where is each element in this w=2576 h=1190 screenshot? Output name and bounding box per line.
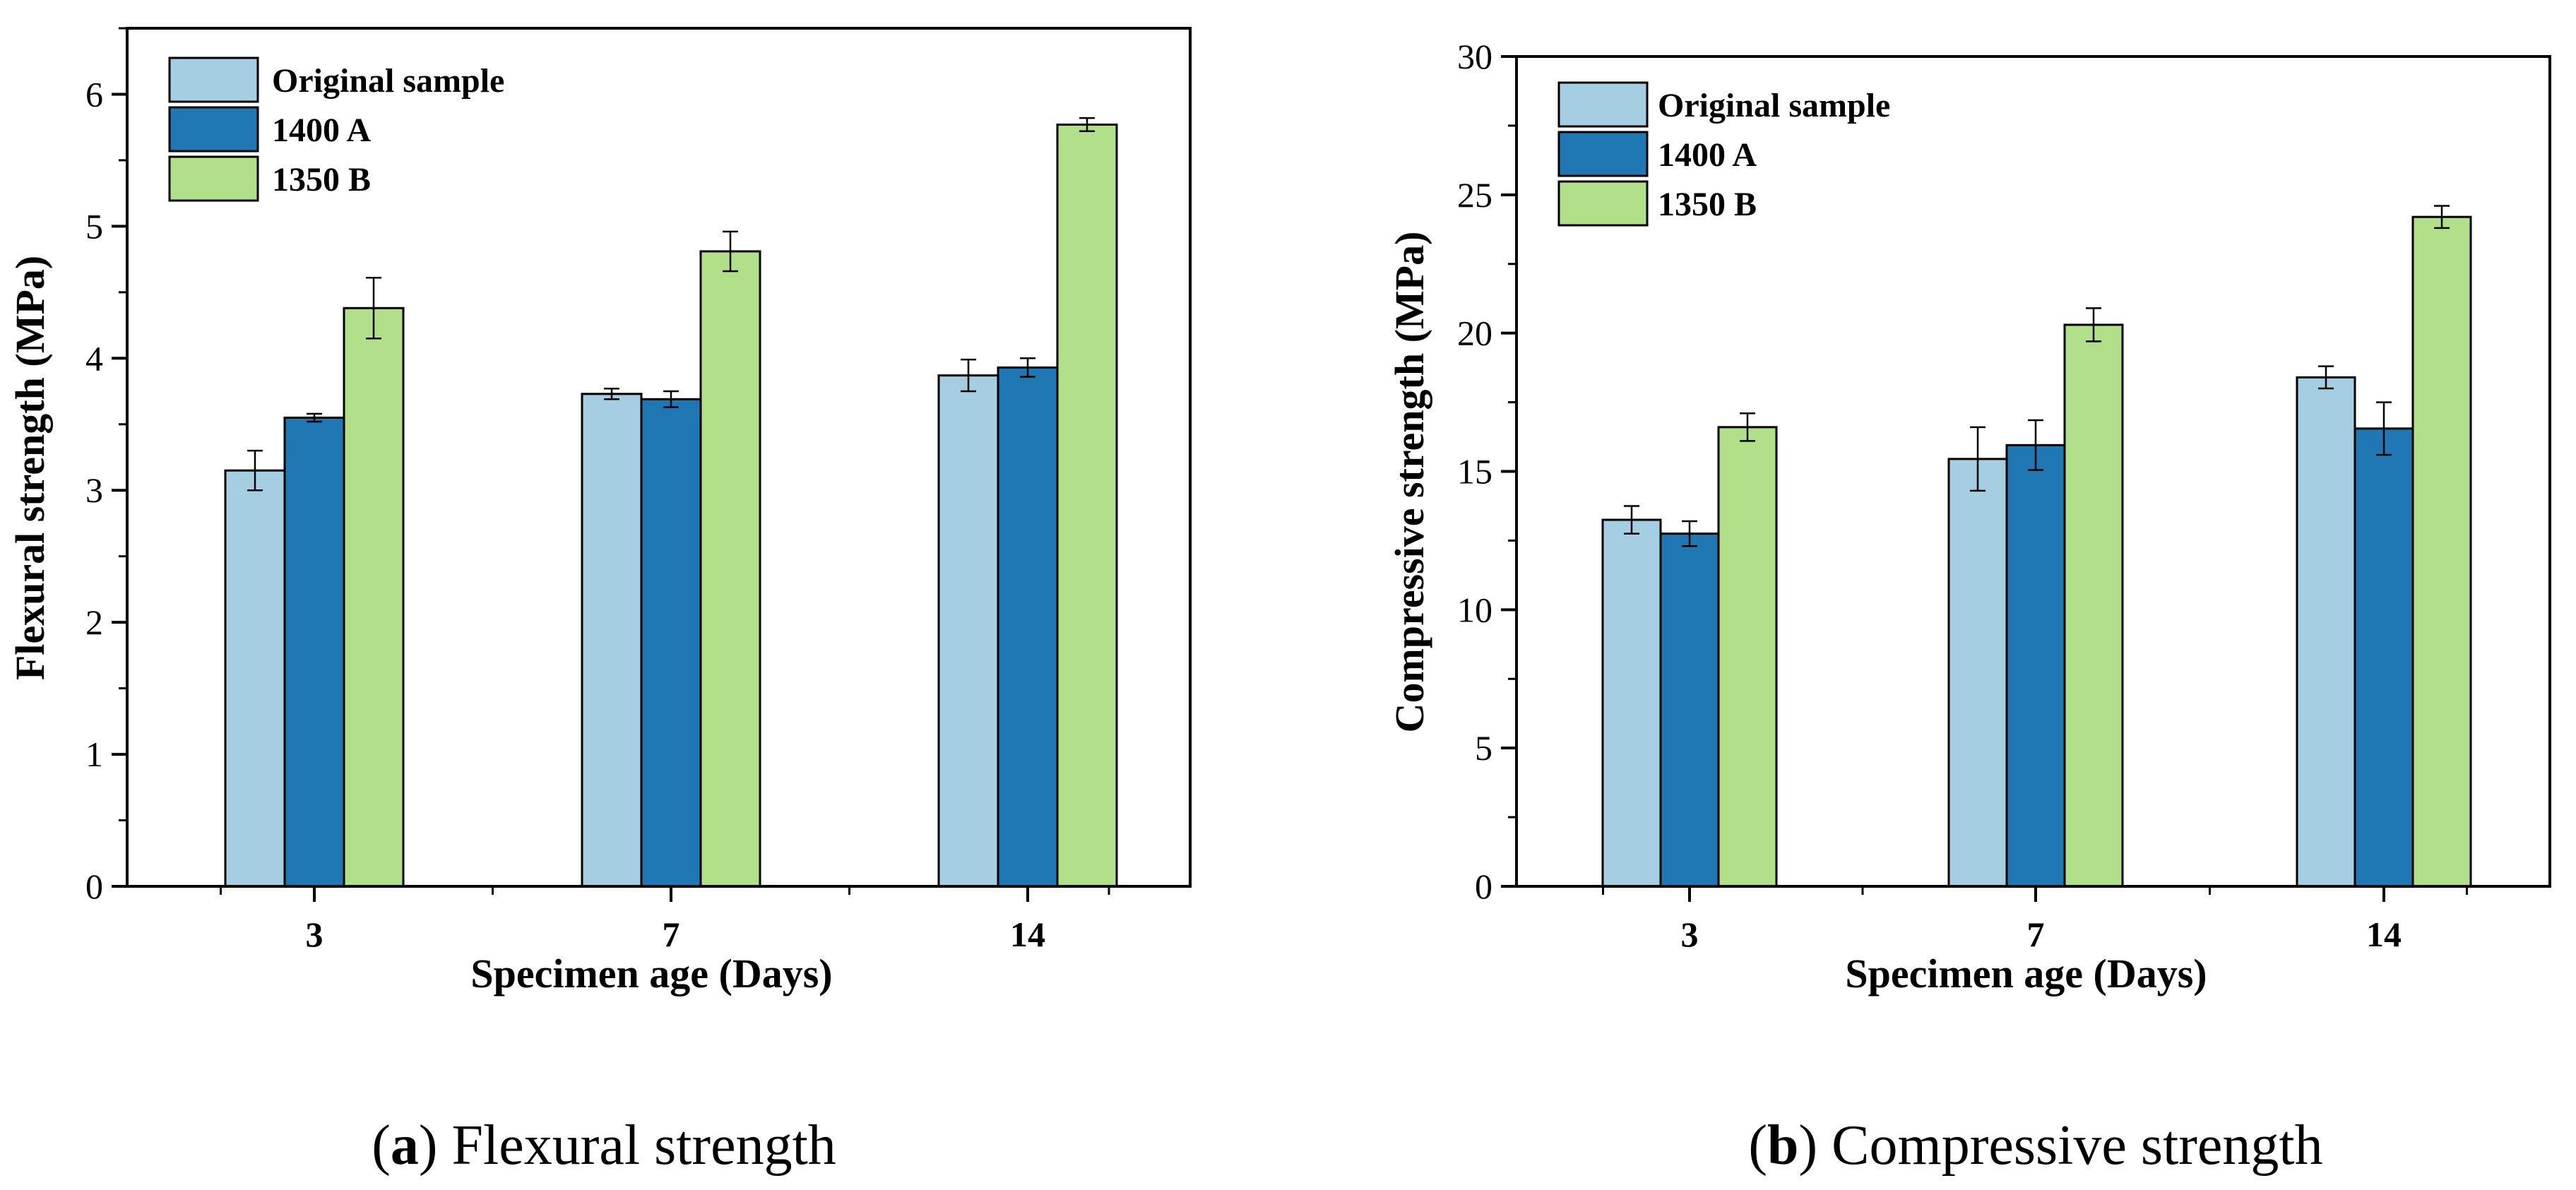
error-bar-a1400-7 bbox=[663, 390, 679, 408]
y-tick-label: 10 bbox=[1457, 590, 1492, 629]
y-tick-label: 0 bbox=[1475, 867, 1492, 906]
legend-swatch-a1400 bbox=[1557, 131, 1649, 177]
error-bar-b1350-7 bbox=[2086, 307, 2101, 343]
bar-a1400-3 bbox=[283, 416, 345, 888]
bar-b1350-7 bbox=[2063, 323, 2124, 888]
bar-b1350-3 bbox=[343, 307, 405, 888]
x-tick-label: 7 bbox=[663, 915, 680, 954]
bar-original-14 bbox=[2296, 376, 2356, 888]
error-bar-original-7 bbox=[604, 388, 619, 400]
legend-swatch-a1400 bbox=[168, 106, 259, 153]
x-tick-label: 14 bbox=[2366, 915, 2402, 954]
bar-original-7 bbox=[581, 393, 643, 888]
caption: (a) Flexural strength bbox=[372, 1114, 836, 1177]
bar-b1350-14 bbox=[1056, 123, 1118, 888]
error-bar-a1400-14 bbox=[1020, 357, 1035, 378]
error-bar-a1400-14 bbox=[2376, 401, 2392, 456]
caption-letter: a bbox=[391, 1114, 419, 1177]
y-tick-label: 3 bbox=[85, 470, 103, 510]
legend: Original sample 1400 A 1350 B bbox=[1557, 81, 1890, 227]
x-tick-label: 3 bbox=[1681, 915, 1699, 954]
error-bar-original-3 bbox=[1624, 505, 1639, 535]
caption-text: Compressive strength bbox=[1817, 1114, 2322, 1177]
legend-label-b1350: 1350 B bbox=[272, 161, 371, 198]
bar-original-3 bbox=[1601, 518, 1662, 888]
error-bar-b1350-3 bbox=[1740, 412, 1755, 442]
bar-a1400-14 bbox=[2354, 427, 2414, 888]
legend-swatch-original bbox=[168, 56, 259, 103]
y-tick-label: 2 bbox=[85, 602, 103, 642]
error-bar-b1350-3 bbox=[366, 277, 381, 340]
x-tick-label: 14 bbox=[1010, 915, 1045, 954]
bar-b1350-14 bbox=[2411, 215, 2472, 888]
chart-a: 0 1 2 3 4 5 6 3 7 14 Specimen age (Days) Flexural s… bbox=[7, 27, 1192, 1177]
error-bar-a1400-3 bbox=[307, 412, 322, 423]
legend-label-a1400: 1400 A bbox=[272, 112, 371, 149]
y-axis-title: Compressive strength (MPa) bbox=[1387, 232, 1432, 733]
legend-swatch-b1350 bbox=[1557, 180, 1649, 227]
plot-frame bbox=[126, 27, 1192, 888]
error-bar-original-7 bbox=[1970, 426, 1986, 492]
legend-swatch-original bbox=[1557, 81, 1649, 128]
legend-swatch-b1350 bbox=[168, 155, 259, 202]
legend-label-original: Original sample bbox=[272, 62, 504, 100]
bar-a1400-14 bbox=[997, 366, 1059, 888]
y-tick-label: 30 bbox=[1457, 37, 1492, 76]
y-axis-title: Flexural strength (MPa) bbox=[7, 256, 53, 680]
bar-original-14 bbox=[937, 374, 999, 888]
caption-open-paren: ( bbox=[1748, 1114, 1767, 1177]
y-tick-label: 20 bbox=[1457, 314, 1492, 353]
y-tick-label: 4 bbox=[85, 338, 103, 378]
bar-b1350-3 bbox=[1717, 426, 1778, 888]
caption-close-paren: ) bbox=[419, 1114, 438, 1177]
y-tick-label: 1 bbox=[85, 734, 103, 774]
error-bar-b1350-7 bbox=[723, 230, 738, 273]
y-tick-label: 15 bbox=[1457, 452, 1492, 492]
y-tick-label: 5 bbox=[85, 206, 103, 246]
error-bar-original-14 bbox=[961, 358, 976, 393]
y-tick-label: 6 bbox=[85, 74, 103, 114]
error-bar-b1350-14 bbox=[2434, 205, 2450, 230]
error-bar-b1350-14 bbox=[1079, 117, 1095, 133]
y-tick-label: 5 bbox=[1475, 728, 1492, 768]
bar-b1350-7 bbox=[699, 250, 761, 888]
error-bar-original-14 bbox=[2318, 365, 2334, 390]
bar-original-3 bbox=[224, 469, 286, 888]
bar-a1400-3 bbox=[1659, 532, 1720, 888]
bar-a1400-7 bbox=[2005, 444, 2066, 888]
x-tick-label: 7 bbox=[2027, 915, 2045, 954]
caption-text: Flexural strength bbox=[437, 1114, 836, 1177]
legend-label-a1400: 1400 A bbox=[1658, 136, 1757, 174]
x-axis-title: Specimen age (Days) bbox=[470, 951, 832, 996]
legend-label-b1350: 1350 B bbox=[1658, 186, 1757, 223]
y-tick-label: 0 bbox=[85, 867, 103, 906]
x-tick-label: 3 bbox=[306, 915, 324, 954]
caption-open-paren: ( bbox=[372, 1114, 391, 1177]
bar-original-7 bbox=[1947, 458, 2008, 888]
caption-close-paren: ) bbox=[1799, 1114, 1818, 1177]
legend: Original sample 1400 A 1350 B bbox=[168, 56, 504, 202]
legend-label-original: Original sample bbox=[1658, 87, 1890, 124]
caption: (b) Compressive strength bbox=[1748, 1114, 2322, 1177]
error-bar-original-3 bbox=[247, 449, 263, 492]
caption-letter: b bbox=[1767, 1114, 1799, 1177]
bar-a1400-7 bbox=[640, 398, 702, 888]
error-bar-a1400-7 bbox=[2028, 419, 2043, 471]
y-tick-label: 25 bbox=[1457, 175, 1492, 215]
error-bar-a1400-3 bbox=[1682, 520, 1697, 547]
x-axis-title: Specimen age (Days) bbox=[1845, 951, 2207, 996]
chart-b: 0 5 10 15 20 25 30 3 7 14 Specimen age (Days) Compr… bbox=[1387, 37, 2551, 1177]
